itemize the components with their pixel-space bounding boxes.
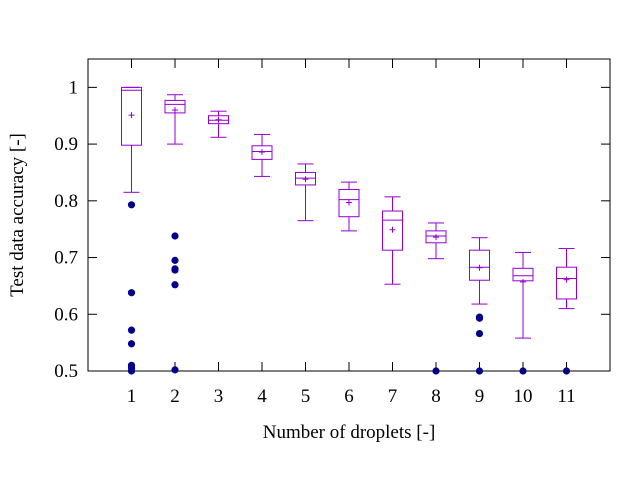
x-tick-label: 2: [170, 386, 180, 407]
outlier-point: [127, 340, 136, 348]
x-tick-label: 3: [214, 386, 224, 407]
box-iqr: [121, 86, 142, 146]
outlier-point: [432, 367, 440, 375]
y-tick-label: 1: [69, 77, 79, 98]
outlier-point: [171, 281, 179, 289]
box-group: [208, 110, 229, 138]
outlier-point: [519, 367, 527, 375]
outlier-point: [127, 326, 136, 334]
box-iqr: [295, 171, 316, 186]
outlier-point: [562, 367, 571, 375]
box-group: [121, 86, 142, 375]
x-tick-label: 5: [301, 386, 311, 407]
y-tick-label: 0.6: [54, 304, 78, 325]
box-group: [338, 181, 360, 232]
box-marks: [121, 86, 577, 375]
outlier-point: [171, 366, 179, 374]
box-group: [295, 163, 316, 222]
box-iqr: [338, 188, 360, 218]
box-group: [251, 133, 273, 177]
outlier-point: [127, 201, 136, 209]
x-tick-label: 1: [127, 386, 137, 407]
y-tick-label: 0.8: [54, 191, 78, 212]
box-group: [382, 196, 403, 285]
x-tick-label: 8: [431, 386, 441, 407]
x-tick-label: 10: [514, 386, 533, 407]
box-iqr: [469, 249, 490, 281]
box-group: [164, 94, 186, 374]
outlier-point: [171, 256, 179, 264]
box-iqr: [251, 145, 273, 160]
box-iqr: [556, 266, 577, 300]
box-group: [512, 251, 534, 375]
plot-frame: [87, 58, 611, 372]
x-tick-label: 7: [388, 386, 398, 407]
box-group: [469, 237, 490, 375]
outlier-point: [475, 367, 484, 375]
x-tick-label: 11: [557, 386, 575, 407]
box-group: [556, 247, 577, 375]
box-iqr: [425, 230, 447, 244]
outlier-point: [171, 232, 179, 240]
x-tick-label: 9: [475, 386, 485, 407]
box-group: [425, 222, 447, 375]
box-iqr: [382, 210, 403, 251]
outlier-point: [127, 367, 136, 375]
axis-ticks: 0.50.60.70.80.911 2 3 4 5 6 7 8 9 10 11: [54, 59, 610, 407]
y-tick-label: 0.9: [54, 134, 78, 155]
box-iqr: [512, 267, 534, 282]
y-tick-label: 0.7: [54, 248, 78, 269]
box-iqr: [208, 115, 229, 125]
outlier-point: [475, 329, 484, 338]
y-axis-label: Test data accuracy [-]: [7, 133, 28, 297]
x-axis-label: Number of droplets [-]: [263, 422, 436, 443]
outlier-point: [171, 266, 179, 274]
outlier-point: [127, 289, 136, 297]
outlier-point: [475, 314, 484, 322]
y-tick-label: 0.5: [54, 361, 78, 382]
x-tick-label: 6: [344, 386, 354, 407]
x-tick-label: 4: [257, 386, 267, 407]
